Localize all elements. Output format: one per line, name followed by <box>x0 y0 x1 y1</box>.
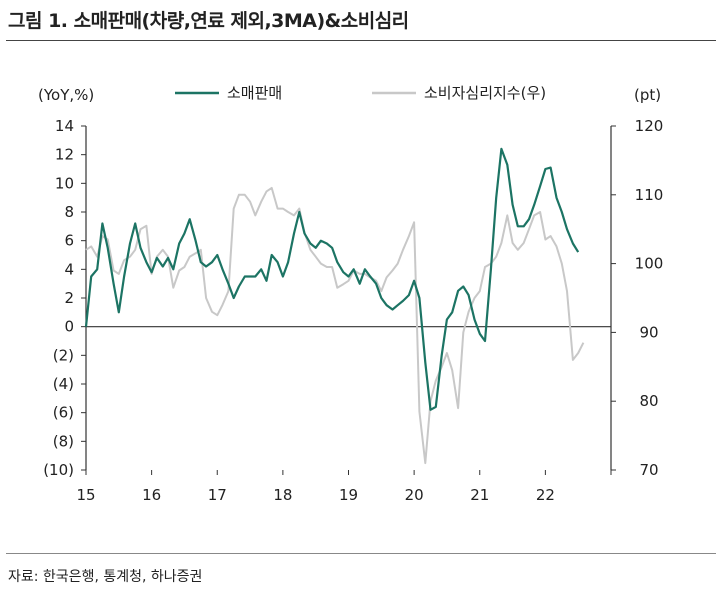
source-divider <box>6 553 716 554</box>
chart-title: 그림 1. 소매판매(차량,연료 제외,3MA)&소비심리 <box>8 10 409 32</box>
right-axis: 120 110 100 90 80 70 (pt) <box>610 86 664 479</box>
x-tick-label: 20 <box>405 486 424 504</box>
right-tick-label: 110 <box>635 186 664 204</box>
left-tick-label: 14 <box>55 117 74 135</box>
x-tick-label: 18 <box>273 486 292 504</box>
legend: 소매판매 소비자심리지수(우) <box>175 84 546 102</box>
left-tick-label: 6 <box>64 232 74 250</box>
right-tick-label: 70 <box>639 461 658 479</box>
left-tick-label: (8) <box>53 432 74 450</box>
left-tick-label: 2 <box>64 289 74 307</box>
left-tick-label: 12 <box>55 146 74 164</box>
right-axis-unit: (pt) <box>634 86 661 104</box>
right-tick-label: 80 <box>639 392 658 410</box>
left-tick-label: 10 <box>55 174 74 192</box>
left-tick-label: (4) <box>53 375 74 393</box>
series-line-retail-sales <box>84 147 580 411</box>
legend-label: 소매판매 <box>227 84 282 102</box>
left-tick-label: 4 <box>64 260 74 278</box>
x-tick-label: 16 <box>142 486 161 504</box>
x-tick-label: 19 <box>339 486 358 504</box>
right-tick-label: 100 <box>635 255 664 273</box>
left-tick-label: 0 <box>64 318 74 336</box>
right-tick-label: 90 <box>639 323 658 341</box>
left-tick-label: (6) <box>53 404 74 422</box>
left-tick-label: 8 <box>64 203 74 221</box>
x-tick-label: 15 <box>76 486 95 504</box>
left-tick-label: (10) <box>43 461 74 479</box>
legend-label: 소비자심리지수(우) <box>424 84 546 102</box>
x-tick-label: 21 <box>470 486 489 504</box>
x-tick-label: 17 <box>208 486 227 504</box>
left-axis: 14 12 10 8 6 4 2 0 (2) (4) (6) (8) (10) (YoY,%) <box>38 86 94 479</box>
series-line-consumer-sentiment <box>85 186 585 465</box>
x-tick-label: 22 <box>536 486 555 504</box>
right-tick-label: 120 <box>635 117 664 135</box>
x-axis: 15 16 17 18 19 20 21 22 <box>76 326 612 504</box>
source-note: 자료: 한국은행, 통계청, 하나증권 <box>8 569 203 585</box>
left-tick-label: (2) <box>53 346 74 364</box>
left-axis-unit: (YoY,%) <box>38 86 94 104</box>
title-divider <box>6 40 716 41</box>
plot-area <box>84 147 585 465</box>
